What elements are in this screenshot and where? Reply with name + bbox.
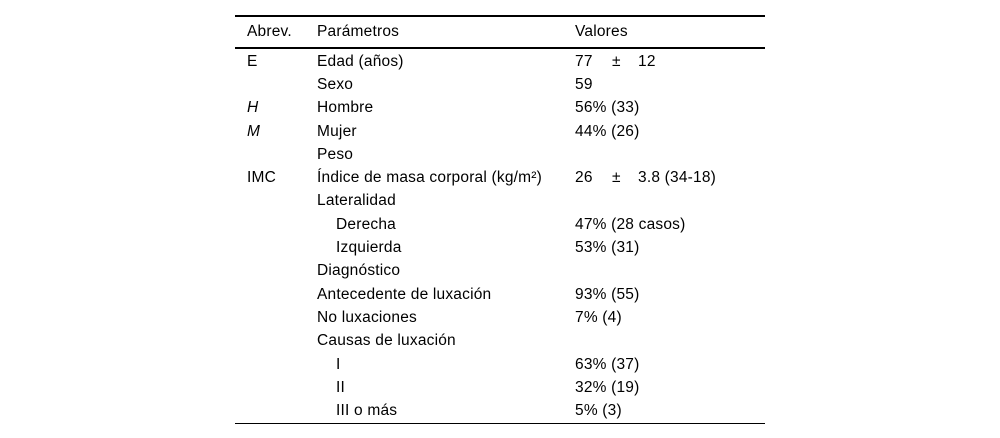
param-cell: II <box>336 378 346 396</box>
table-bottom-rule <box>235 422 765 424</box>
param-cell: Sexo <box>317 75 354 93</box>
value-mean: 26 <box>575 169 593 187</box>
value-sd: 12 <box>638 52 656 70</box>
table-row: M Mujer 44% (26) <box>235 120 765 143</box>
table-row: IMC Índice de masa corporal (kg/m²) 26 ±3… <box>235 166 765 189</box>
plus-minus-sign: ± <box>612 52 621 70</box>
table-row: Peso <box>235 143 765 166</box>
table-row: Derecha 47% (28 casos) <box>235 213 765 236</box>
param-cell: Hombre <box>317 99 374 117</box>
value-cell: 5% (3) <box>575 402 622 420</box>
param-cell: Edad (años) <box>317 52 404 70</box>
abrev-cell: H <box>247 99 259 117</box>
table-row: Antecedente de luxación 93% (55) <box>235 283 765 306</box>
value-cell: 7% (4) <box>575 308 622 326</box>
param-cell: Mujer <box>317 122 357 140</box>
value-cell: 93% (55) <box>575 285 640 303</box>
value-cell: 47% (28 casos) <box>575 215 686 233</box>
table-row: H Hombre 56% (33) <box>235 97 765 120</box>
header-parametros: Parámetros <box>317 23 400 40</box>
parameters-table: Abrev. Parámetros Valores E Edad (años) … <box>235 15 765 424</box>
table-top-rule <box>235 15 765 17</box>
table-row: III o más 5% (3) <box>235 399 765 422</box>
table-row: No luxaciones 7% (4) <box>235 306 765 329</box>
table-header-row: Abrev. Parámetros Valores <box>235 17 765 47</box>
table-row: Lateralidad <box>235 190 765 213</box>
table-row: II 32% (19) <box>235 376 765 399</box>
abrev-cell: M <box>247 122 261 140</box>
value-cell: 59 <box>575 75 593 93</box>
table-body: E Edad (años) 77 ±12 Sexo 59 H Hombre 56%… <box>235 49 765 423</box>
param-cell: Diagnóstico <box>317 262 401 280</box>
table-row: Diagnóstico <box>235 260 765 283</box>
param-cell: No luxaciones <box>317 308 417 326</box>
table-row: Causas de luxación <box>235 330 765 353</box>
param-cell: Índice de masa corporal (kg/m²) <box>317 169 543 187</box>
value-mean: 77 <box>575 52 593 70</box>
abrev-cell: IMC <box>247 169 277 187</box>
param-cell: Izquierda <box>336 239 402 257</box>
table-header-rule <box>235 47 765 49</box>
param-cell: Peso <box>317 145 354 163</box>
value-cell: 63% (37) <box>575 355 640 373</box>
param-cell: III o más <box>336 402 398 420</box>
value-sd: 3.8 (34-18) <box>638 169 717 187</box>
param-cell: I <box>336 355 341 373</box>
value-cell: 32% (19) <box>575 378 640 396</box>
param-cell: Causas de luxación <box>317 332 456 350</box>
plus-minus-sign: ± <box>612 169 621 187</box>
value-cell: 53% (31) <box>575 239 640 257</box>
table-row: Izquierda 53% (31) <box>235 236 765 259</box>
value-cell: 26 ±3.8 (34-18) <box>575 169 765 187</box>
param-cell: Antecedente de luxación <box>317 285 492 303</box>
header-valores: Valores <box>575 23 628 40</box>
value-cell: 77 ±12 <box>575 53 765 71</box>
table-row: E Edad (años) 77 ±12 <box>235 50 765 73</box>
table-row: Sexo 59 <box>235 73 765 96</box>
value-cell: 44% (26) <box>575 122 640 140</box>
param-cell: Derecha <box>336 215 396 233</box>
abrev-cell: E <box>247 52 258 70</box>
header-abrev: Abrev. <box>247 23 292 40</box>
param-cell: Lateralidad <box>317 192 396 210</box>
value-cell: 56% (33) <box>575 99 640 117</box>
table-row: I 63% (37) <box>235 353 765 376</box>
